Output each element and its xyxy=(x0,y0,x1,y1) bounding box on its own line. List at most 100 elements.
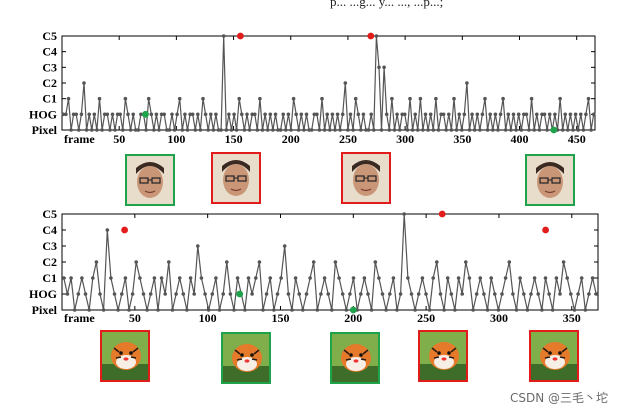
series-point xyxy=(286,292,291,296)
series-point xyxy=(346,128,350,132)
series-point xyxy=(569,292,573,296)
series-point xyxy=(438,292,443,296)
series-point xyxy=(245,112,249,117)
y-tick-label: C2 xyxy=(42,255,57,269)
tiger-toy-frame-icon xyxy=(420,332,466,380)
series-point xyxy=(115,112,120,117)
series-point xyxy=(474,292,479,296)
series-point xyxy=(157,128,161,132)
series-point xyxy=(519,128,524,132)
series-point xyxy=(258,96,262,101)
series-point xyxy=(335,112,340,117)
series-point xyxy=(400,112,405,117)
series-point xyxy=(532,128,536,132)
series-point xyxy=(131,112,135,117)
tiger-toy-frame-icon xyxy=(531,332,577,380)
series-point xyxy=(322,276,327,280)
series-point xyxy=(84,128,89,132)
series-point xyxy=(237,96,241,101)
series-point xyxy=(105,228,110,232)
series-point xyxy=(126,112,130,117)
series-point xyxy=(436,128,441,132)
series-point xyxy=(311,260,316,264)
series-point xyxy=(472,128,477,132)
series-point xyxy=(116,308,120,312)
series-point xyxy=(388,292,392,296)
x-tick-label: 150 xyxy=(271,311,289,325)
series-point xyxy=(460,292,465,296)
series-point xyxy=(286,112,291,117)
series-point xyxy=(291,96,296,101)
series-point xyxy=(366,128,371,132)
series-point xyxy=(273,112,278,117)
series-point xyxy=(493,292,497,296)
series-point xyxy=(462,112,467,117)
series-point xyxy=(221,292,225,296)
series-point xyxy=(576,292,580,296)
watermark-text: CSDN @三毛丶坨 xyxy=(509,391,608,405)
series-point xyxy=(391,276,396,280)
series-point xyxy=(192,292,196,296)
series-point xyxy=(356,112,361,117)
series-point xyxy=(402,212,407,216)
series-point xyxy=(524,112,529,117)
series-point xyxy=(413,308,417,312)
series-point xyxy=(294,112,299,117)
series-point xyxy=(406,276,410,280)
series-point xyxy=(380,292,385,296)
series-point xyxy=(498,112,503,117)
series-point xyxy=(491,128,495,132)
series-point xyxy=(268,276,273,280)
x-tick-label: 250 xyxy=(417,311,435,325)
series-point xyxy=(307,128,311,132)
series-point xyxy=(392,128,397,132)
series-point xyxy=(97,96,102,101)
series-point xyxy=(545,128,549,132)
series-point xyxy=(496,308,501,312)
series-point xyxy=(579,276,584,280)
series-point xyxy=(366,292,370,296)
y-tick-label: C5 xyxy=(42,29,57,43)
series-point xyxy=(540,308,544,312)
series-point xyxy=(587,292,591,296)
face-frame-icon xyxy=(527,156,573,204)
series-line-1 xyxy=(63,35,595,131)
series-point xyxy=(319,292,323,296)
series-point xyxy=(359,128,363,132)
y-tick-label: Pixel xyxy=(32,303,58,317)
series-point xyxy=(403,112,407,117)
series-point xyxy=(537,128,542,132)
series-point xyxy=(431,128,436,132)
series-point xyxy=(128,128,133,132)
series-point xyxy=(315,308,320,312)
series-point xyxy=(210,292,215,296)
x-tick-label: 50 xyxy=(129,311,141,325)
series-point xyxy=(82,81,86,85)
series-point xyxy=(384,308,388,312)
series-point xyxy=(561,260,566,264)
series-point xyxy=(174,292,178,296)
series-point xyxy=(547,112,552,117)
series-point xyxy=(482,292,486,296)
series-point xyxy=(540,112,544,117)
series-point xyxy=(330,308,334,312)
series-point xyxy=(214,112,218,117)
face-frame-icon xyxy=(213,154,259,202)
series-point xyxy=(100,128,104,132)
series-point xyxy=(196,244,200,248)
peak-marker xyxy=(237,32,244,40)
min-marker xyxy=(550,126,558,134)
tiger-toy-frame-icon xyxy=(223,334,269,382)
series-point xyxy=(198,128,203,132)
series-point xyxy=(108,128,112,132)
series-point xyxy=(467,128,472,132)
series-point xyxy=(105,112,110,117)
series-point xyxy=(348,292,352,296)
series-point xyxy=(501,96,505,101)
series-point xyxy=(475,112,480,117)
series-point xyxy=(373,260,378,264)
series-point xyxy=(92,112,97,117)
x-tick-label: 50 xyxy=(113,132,125,146)
series-point xyxy=(278,128,283,132)
series-point xyxy=(377,65,381,70)
